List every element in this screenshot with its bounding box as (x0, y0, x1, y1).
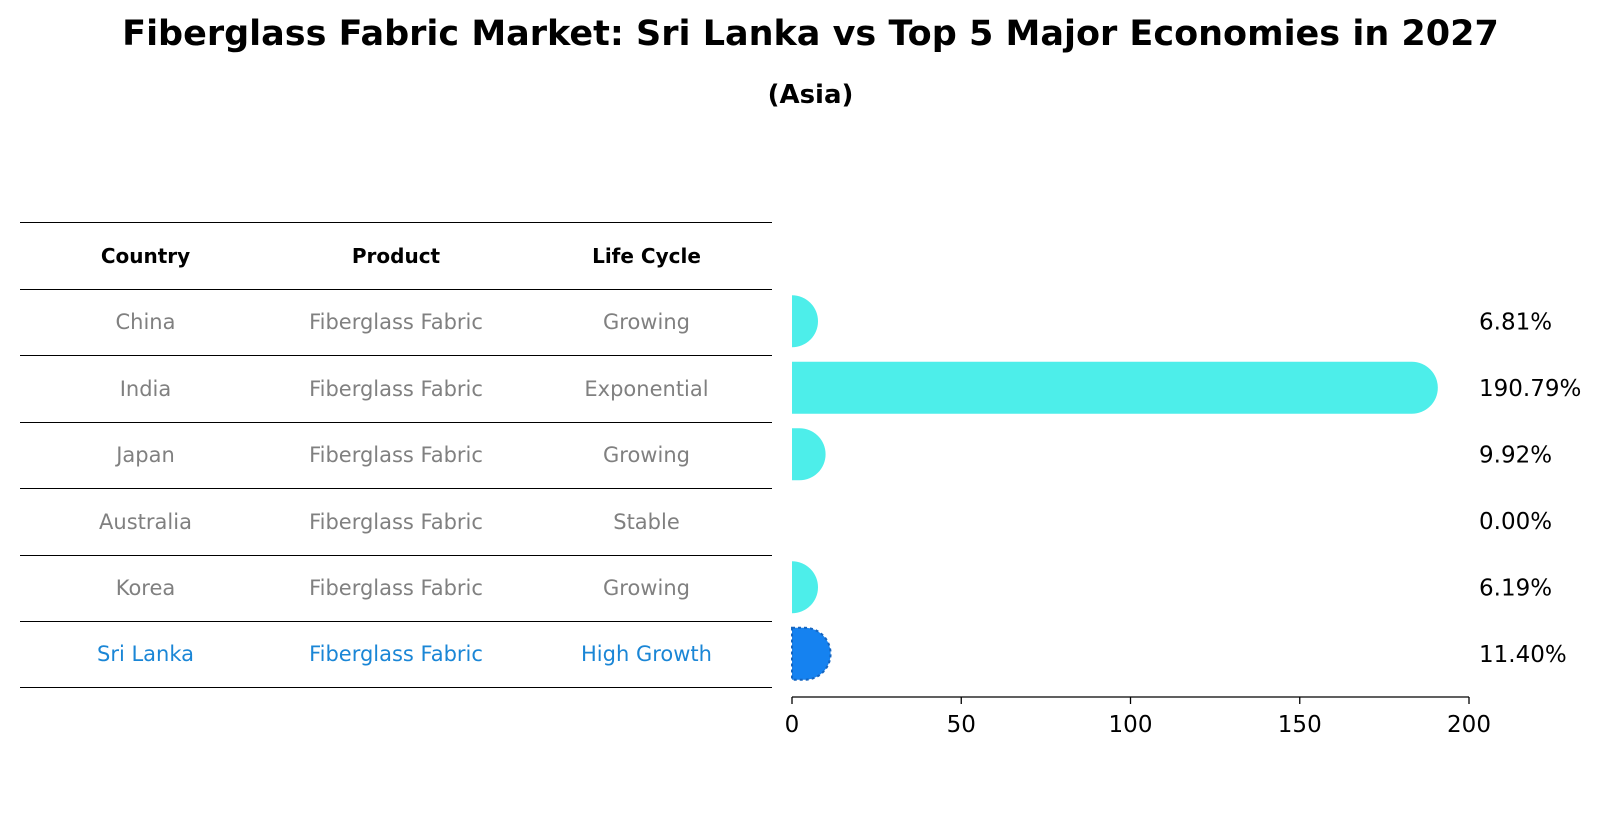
data-label: 190.79% (1479, 376, 1581, 402)
chart-title: Fiberglass Fabric Market: Sri Lanka vs T… (122, 14, 1499, 54)
bar (792, 361, 1438, 414)
bar (792, 295, 819, 348)
cell-life-cycle: Growing (603, 310, 690, 335)
x-tick-label: 150 (1278, 712, 1322, 738)
table-row: Japan Fiberglass Fabric Growing (20, 421, 772, 489)
data-label: 0.00% (1479, 509, 1552, 535)
cell-country: Australia (99, 509, 192, 534)
bar (792, 428, 826, 481)
data-table: Country Product Life Cycle China Fibergl… (20, 222, 772, 688)
data-label: 11.40% (1479, 642, 1567, 668)
table-row: India Fiberglass Fabric Exponential (20, 355, 772, 422)
data-label: 6.81% (1479, 309, 1552, 335)
cell-life-cycle: Growing (603, 576, 690, 601)
cell-product: Fiberglass Fabric (309, 376, 483, 401)
cell-product: Fiberglass Fabric (309, 443, 483, 468)
cell-life-cycle: High Growth (581, 642, 712, 667)
cell-life-cycle: Exponential (584, 376, 709, 401)
table-row: China Fiberglass Fabric Growing (20, 288, 772, 356)
table-row: Australia Fiberglass Fabric Stable (20, 488, 772, 555)
cell-country: Korea (115, 576, 176, 601)
data-label: 9.92% (1479, 442, 1552, 468)
x-tick-label: 100 (1109, 712, 1153, 738)
cell-product: Fiberglass Fabric (309, 310, 483, 335)
cell-product: Fiberglass Fabric (309, 509, 483, 534)
x-tick-label: 50 (947, 712, 976, 738)
header-product: Product (351, 243, 441, 268)
cell-life-cycle: Growing (603, 443, 690, 468)
bar-highlight (791, 626, 832, 681)
cell-country: China (115, 310, 176, 335)
table-row-highlight: Sri Lanka Fiberglass Fabric High Growth (20, 621, 772, 688)
header-life-cycle: Life Cycle (592, 243, 701, 268)
x-tick-label: 200 (1447, 712, 1491, 738)
cell-country: Japan (116, 443, 175, 468)
cell-country: India (119, 376, 172, 401)
cell-country: Sri Lanka (96, 642, 194, 667)
table-row: Korea Fiberglass Fabric Growing (20, 554, 772, 622)
header-country: Country (100, 243, 191, 268)
cell-product: Fiberglass Fabric (309, 576, 483, 601)
bar (792, 561, 819, 614)
x-tick-label: 0 (785, 712, 800, 738)
cell-product: Fiberglass Fabric (309, 642, 483, 667)
cell-life-cycle: Stable (613, 509, 680, 534)
data-label: 6.19% (1479, 575, 1552, 601)
table-header-row: Country Product Life Cycle (20, 222, 772, 289)
chart-subtitle: (Asia) (767, 80, 854, 110)
